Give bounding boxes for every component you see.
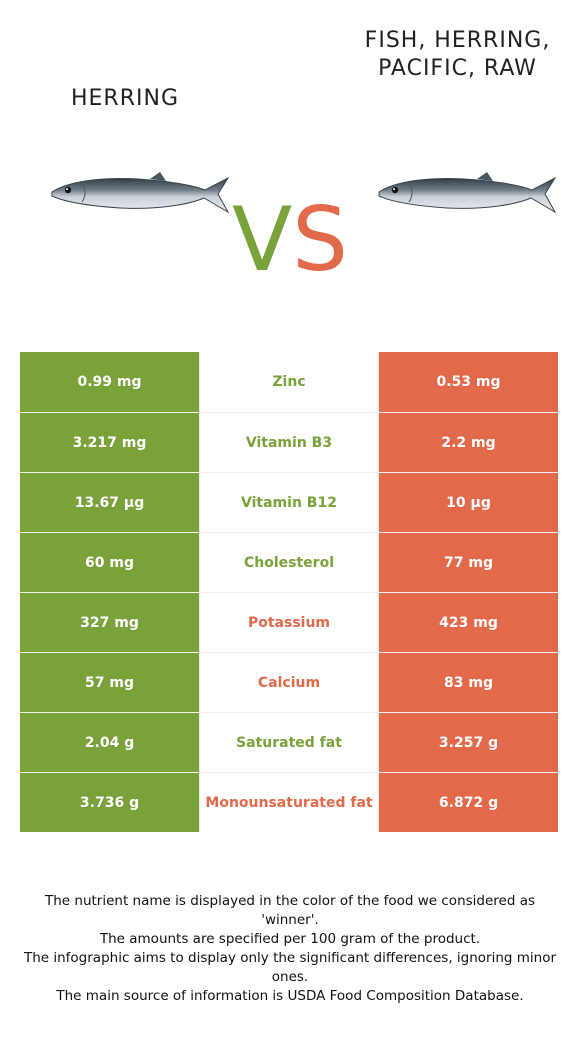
vs-s-letter: S	[292, 188, 349, 291]
comparison-table: 0.99 mg Zinc 0.53 mg 3.217 mg Vitamin B3 2.2 …	[20, 352, 558, 832]
table-row: 327 mg Potassium 423 mg	[20, 592, 558, 652]
table-row: 0.99 mg Zinc 0.53 mg	[20, 352, 558, 412]
left-value-cell: 327 mg	[20, 593, 199, 652]
left-value-cell: 60 mg	[20, 533, 199, 592]
vs-label: VS	[225, 190, 355, 290]
nutrient-name-cell: Zinc	[200, 352, 378, 412]
left-value-cell: 3.217 mg	[20, 413, 199, 472]
nutrient-name-cell: Cholesterol	[200, 533, 378, 592]
nutrient-name-cell: Calcium	[200, 653, 378, 712]
right-value-cell: 423 mg	[379, 593, 558, 652]
table-row: 3.217 mg Vitamin B3 2.2 mg	[20, 412, 558, 472]
table-row: 3.736 g Monounsaturated fat 6.872 g	[20, 772, 558, 832]
left-fish-image	[51, 172, 230, 214]
footer-notes: The nutrient name is displayed in the co…	[15, 892, 565, 1006]
right-value-cell: 77 mg	[379, 533, 558, 592]
nutrient-name-cell: Potassium	[200, 593, 378, 652]
footer-line: The nutrient name is displayed in the co…	[44, 893, 536, 928]
left-value-cell: 13.67 µg	[20, 473, 199, 532]
footer-line: The amounts are specified per 100 gram o…	[99, 931, 481, 947]
left-value-cell: 3.736 g	[20, 773, 199, 832]
right-value-cell: 83 mg	[379, 653, 558, 712]
footer-line: The main source of information is USDA F…	[56, 988, 524, 1004]
footer-line: The infographic aims to display only the…	[23, 950, 557, 985]
left-value-cell: 57 mg	[20, 653, 199, 712]
left-value-cell: 0.99 mg	[20, 352, 199, 412]
right-value-cell: 0.53 mg	[379, 352, 558, 412]
nutrient-name-cell: Vitamin B3	[200, 413, 378, 472]
nutrient-name-cell: Saturated fat	[200, 713, 378, 772]
right-food-title: Fish, herring, Pacific, raw	[364, 28, 551, 81]
right-value-cell: 6.872 g	[379, 773, 558, 832]
left-value-cell: 2.04 g	[20, 713, 199, 772]
table-row: 2.04 g Saturated fat 3.257 g	[20, 712, 558, 772]
nutrient-name-cell: Monounsaturated fat	[200, 773, 378, 832]
right-fish-image	[378, 172, 557, 214]
left-food-title: Herring	[70, 86, 179, 111]
table-row: 13.67 µg Vitamin B12 10 µg	[20, 472, 558, 532]
right-value-cell: 10 µg	[379, 473, 558, 532]
vs-v-letter: V	[231, 188, 293, 291]
nutrient-name-cell: Vitamin B12	[200, 473, 378, 532]
table-row: 60 mg Cholesterol 77 mg	[20, 532, 558, 592]
right-value-cell: 3.257 g	[379, 713, 558, 772]
right-value-cell: 2.2 mg	[379, 413, 558, 472]
table-row: 57 mg Calcium 83 mg	[20, 652, 558, 712]
